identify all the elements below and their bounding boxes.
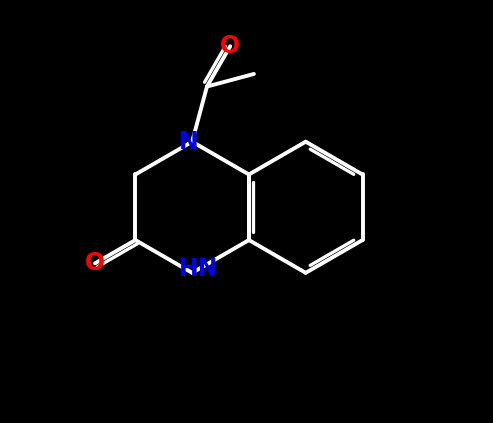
Text: N: N bbox=[179, 130, 199, 154]
Text: O: O bbox=[220, 34, 240, 58]
Text: O: O bbox=[85, 251, 105, 275]
Text: HN: HN bbox=[179, 257, 218, 280]
